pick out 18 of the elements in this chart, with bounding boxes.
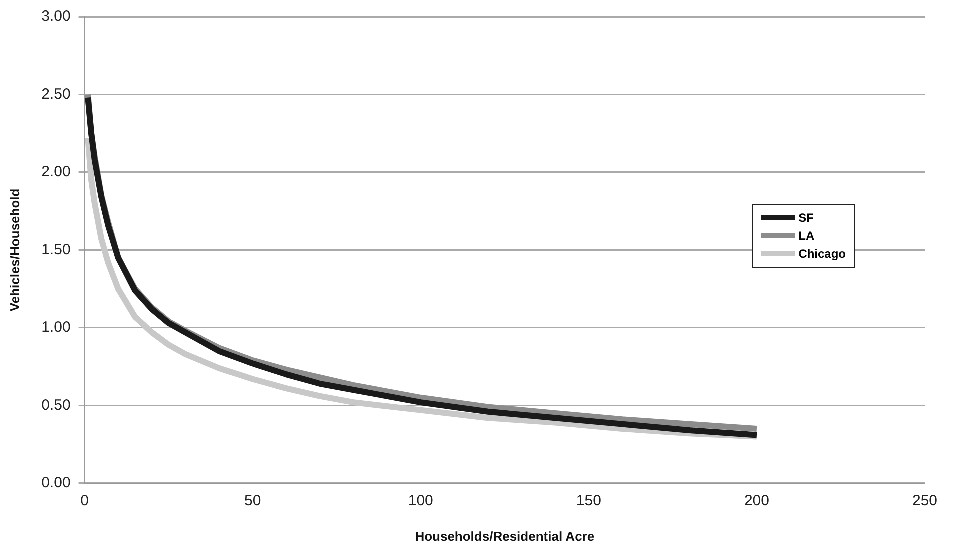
x-tick-label: 0 xyxy=(80,492,89,510)
y-tick-label: 0.50 xyxy=(42,396,71,414)
x-tick-label: 100 xyxy=(408,492,434,510)
x-tick-label: 250 xyxy=(912,492,938,510)
y-tick-label: 1.50 xyxy=(42,241,71,258)
legend-label: LA xyxy=(798,228,815,243)
x-tick-label: 50 xyxy=(244,492,262,510)
y-tick-label: 0.00 xyxy=(42,474,71,492)
legend-label: Chicago xyxy=(798,246,846,261)
legend-label: SF xyxy=(798,210,814,225)
y-tick-label: 1.00 xyxy=(42,319,71,336)
x-axis-title: Households/Residential Acre xyxy=(415,528,595,544)
y-axis-title: Vehicles/Household xyxy=(7,188,22,312)
y-tick-label: 2.50 xyxy=(42,86,71,103)
y-tick-label: 2.00 xyxy=(42,164,71,181)
x-tick-label: 200 xyxy=(744,492,770,510)
y-tick-label: 3.00 xyxy=(42,8,71,26)
x-tick-label: 150 xyxy=(576,492,602,510)
